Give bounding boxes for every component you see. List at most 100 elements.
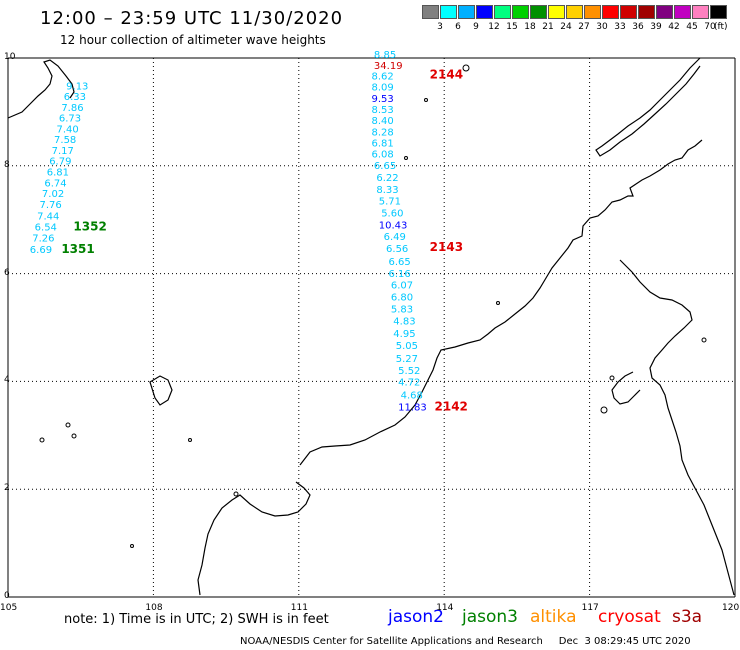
credit-line: NOAA/NESDIS Center for Satellite Applica… — [240, 636, 691, 647]
colorbar-label: 21 — [542, 22, 554, 32]
legend-entry: cryosat — [598, 607, 661, 627]
lon-axis-label: 108 — [145, 603, 163, 613]
lon-axis-label: 117 — [581, 603, 599, 613]
lon-axis-label: 105 — [0, 603, 18, 613]
wave-height-value: 5.52 — [398, 366, 420, 377]
lat-axis-label: 2 — [4, 483, 10, 494]
colorbar-label: 12 — [488, 22, 500, 32]
lat-axis-label: 6 — [4, 267, 10, 278]
wave-height-value: 5.71 — [379, 197, 401, 208]
island-dot — [233, 491, 239, 497]
pass-number-label: 2144 — [430, 67, 463, 81]
colorbar-label: 24 — [560, 22, 572, 32]
wave-height-value: 8.33 — [376, 185, 398, 196]
colorbar-swatch — [674, 5, 691, 19]
island-dot — [609, 375, 615, 381]
wave-height-value: 6.56 — [386, 244, 408, 255]
wave-height-value: 6.69 — [30, 245, 52, 256]
wave-height-value: 5.27 — [396, 354, 418, 365]
wave-height-value: 6.79 — [49, 157, 71, 168]
colorbar-swatch — [638, 5, 655, 19]
colorbar-swatch — [494, 5, 511, 19]
legend-entry: altika — [530, 607, 577, 627]
palawan-coastline — [595, 57, 701, 157]
wave-height-value: 8.40 — [372, 116, 394, 127]
colorbar-swatch — [620, 5, 637, 19]
wave-height-value: 9.53 — [372, 94, 394, 105]
small-islands — [39, 64, 707, 548]
wave-height-value: 6.07 — [391, 281, 413, 292]
wave-height-value: 6.65 — [374, 161, 396, 172]
wave-height-value: 7.76 — [40, 200, 62, 211]
wave-height-value: 5.83 — [391, 304, 413, 315]
colorbar-swatch — [458, 5, 475, 19]
colorbar-label: 6 — [455, 22, 461, 32]
colorbar-swatch — [710, 5, 727, 19]
wave-height-value: 7.26 — [32, 233, 54, 244]
colorbar-label: 18 — [524, 22, 536, 32]
island-dot — [462, 64, 470, 72]
legend-entry: jason2 — [388, 607, 444, 627]
footnote: note: 1) Time is in UTC; 2) SWH is in fe… — [64, 612, 329, 627]
wave-height-value: 7.02 — [42, 189, 64, 200]
natuna-island — [149, 375, 173, 406]
lat-axis-label: 10 — [4, 52, 16, 62]
lon-axis-label: 111 — [290, 603, 308, 613]
colorbar-label: 36 — [632, 22, 644, 32]
wave-height-value: 7.44 — [37, 212, 59, 223]
colorbar-swatch — [566, 5, 583, 19]
pass-number-label: 1351 — [61, 242, 94, 256]
colorbar-label: 42 — [668, 22, 680, 32]
data-labels: 9.136.337.866.737.407.587.176.796.816.74… — [30, 50, 468, 414]
colorbar-swatch — [692, 5, 709, 19]
colorbar-label: 33 — [614, 22, 626, 32]
wave-height-value: 8.85 — [374, 50, 396, 61]
island-dot — [65, 422, 71, 428]
lat-axis-label: 0 — [4, 591, 10, 601]
colorbar-label: 45 — [686, 22, 698, 32]
colorbar-swatch — [422, 5, 439, 19]
wave-height-value: 6.80 — [391, 293, 413, 304]
chart-subtitle: 12 hour collection of altimeter wave hei… — [60, 33, 326, 47]
wave-height-value: 5.60 — [381, 208, 403, 219]
pass-number-label: 1352 — [73, 219, 106, 233]
wave-height-value: 8.09 — [372, 82, 394, 93]
wave-height-value: 9.13 — [66, 81, 88, 92]
borneo-east-coast — [619, 259, 735, 596]
colorbar-swatch — [584, 5, 601, 19]
mekong-coast — [7, 59, 75, 119]
colorbar-swatch — [440, 5, 457, 19]
wave-height-value: 6.22 — [376, 173, 398, 184]
colorbar-swatch — [602, 5, 619, 19]
lat-lon-grid — [7, 57, 736, 598]
colorbar-swatch — [530, 5, 547, 19]
wave-height-value: 6.81 — [372, 138, 394, 149]
island-dot — [496, 301, 500, 305]
sumatra-coastline — [197, 481, 311, 596]
island-dot — [130, 544, 134, 548]
island-dot — [424, 98, 428, 102]
legend-entry: s3a — [672, 607, 703, 627]
timestamp: Dec 3 08:29:45 UTC 2020 — [558, 636, 691, 647]
wave-height-value: 6.33 — [64, 92, 86, 103]
colorbar-swatch — [548, 5, 565, 19]
borneo-interior-outline — [611, 371, 641, 405]
wave-height-value: 4.83 — [393, 316, 415, 327]
credit-text: NOAA/NESDIS Center for Satellite Applica… — [240, 636, 543, 647]
wave-height-value: 5.05 — [396, 341, 418, 352]
colorbar-label: 39 — [650, 22, 662, 32]
wave-height-value: 6.74 — [44, 178, 66, 189]
wave-height-value: 7.58 — [54, 135, 76, 146]
wave-height-value: 8.62 — [372, 72, 394, 83]
colorbar-label: 9 — [473, 22, 479, 32]
lon-axis-label: 114 — [436, 603, 454, 613]
island-dot — [600, 406, 608, 414]
colorbar-swatch — [512, 5, 529, 19]
borneo-coastline — [299, 139, 703, 466]
colorbar-swatch — [656, 5, 673, 19]
wave-height-value: 6.49 — [384, 232, 406, 243]
wave-height-value: 34.19 — [374, 61, 403, 72]
colorbar-label: 27 — [578, 22, 590, 32]
pass-number-label: 2142 — [435, 400, 468, 414]
